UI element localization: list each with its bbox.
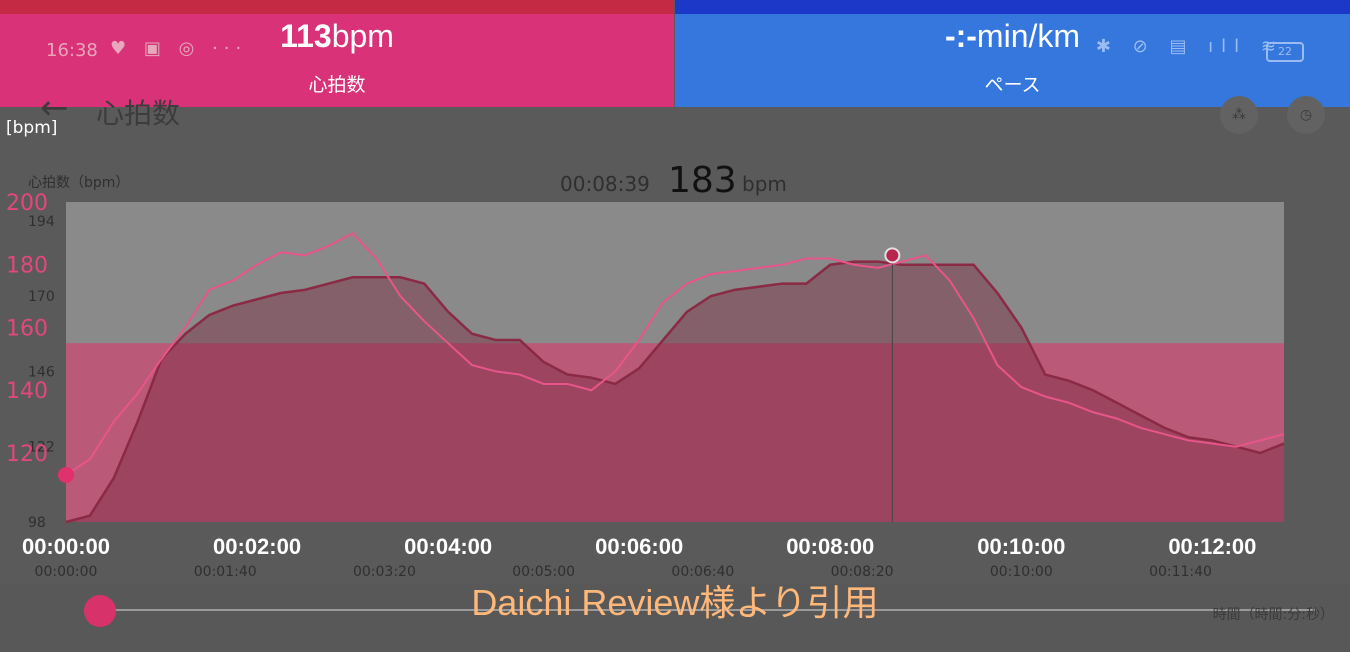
overlay-y-tick-label: 140 — [6, 379, 48, 404]
notification-icons: ♥ ▣ ◎ ··· — [110, 38, 248, 59]
y-tick-label: 146 — [28, 364, 55, 380]
page-title: 心拍数 — [96, 97, 181, 130]
x-tick-label: 00:11:40 — [1149, 564, 1212, 580]
pace-value: -:-min/km — [944, 18, 1081, 54]
x-tick-label: 00:08:20 — [831, 564, 894, 580]
share-icon[interactable]: ⁂ — [1220, 96, 1258, 134]
start-point — [58, 466, 74, 483]
overlay-y-tick-label: 200 — [6, 191, 48, 216]
status-time: 16:38 — [46, 40, 98, 61]
time-axis-label: 時間（時間:分:秒） — [1212, 607, 1334, 623]
battery-icon: 22 — [1266, 42, 1304, 62]
overlay-x-tick-label: 00:00:00 — [22, 534, 110, 559]
selected-time: 00:08:39 — [560, 172, 650, 196]
overlay-x-tick-label: 00:04:00 — [404, 534, 492, 559]
watermark-caption: Daichi Review様より引用 — [471, 582, 879, 623]
y-tick-label: 170 — [28, 289, 55, 305]
selection-point[interactable] — [884, 247, 901, 264]
overlay-x-tick-label: 00:10:00 — [977, 534, 1065, 559]
heart-rate-zone-band — [66, 343, 1284, 522]
overlay-x-tick-label: 00:08:00 — [786, 534, 874, 559]
overlay-x-tick-label: 00:02:00 — [213, 534, 301, 559]
pace-label: ペース — [984, 74, 1041, 96]
x-tick-label: 00:01:40 — [194, 564, 257, 580]
series-line-1 — [65, 232, 1285, 476]
heart-rate-chart[interactable]: 194 170 146 122 98 200 180 160 140 120 00:00:00 0… — [0, 190, 1350, 590]
speed-icon[interactable]: ◷ — [1287, 96, 1325, 134]
overlay-x-tick-label: 00:06:00 — [595, 534, 683, 559]
heart-rate-panel: 113bpm 心拍数 16:38 ♥ ▣ ◎ ··· — [0, 0, 674, 107]
timeline-track[interactable] — [86, 609, 1316, 611]
pace-panel: -:-min/km ペース ✱ ⊘ ▤ ıll ≋ 22 — [675, 0, 1350, 107]
timeline-thumb[interactable] — [84, 595, 116, 627]
series-area — [66, 261, 1284, 522]
x-tick-label: 00:03:20 — [353, 564, 416, 580]
x-tick-label: 00:05:00 — [512, 564, 575, 580]
y-tick-label: 194 — [28, 214, 55, 230]
series-line-0 — [65, 260, 1285, 524]
selected-unit: bpm — [742, 172, 787, 196]
heart-rate-label: 心拍数 — [308, 74, 366, 96]
bpm-unit-label: [bpm] — [6, 118, 58, 138]
timeline-area — [0, 584, 1350, 652]
overlay-x-tick-label: 00:12:00 — [1168, 534, 1256, 559]
y-tick-label: 98 — [28, 515, 46, 531]
overlay-y-tick-label: 160 — [6, 316, 48, 341]
heart-rate-value: 113bpm — [280, 18, 394, 54]
chart-caption: 心拍数（bpm） — [28, 175, 130, 191]
overlay-y-tick-label: 180 — [6, 254, 48, 279]
x-tick-label: 00:00:00 — [35, 564, 98, 580]
x-tick-label: 00:06:40 — [671, 564, 734, 580]
selected-value: 183 — [668, 160, 737, 201]
status-icons: ✱ ⊘ ▤ ıll ≋ — [1095, 36, 1284, 57]
back-arrow-icon[interactable]: ← — [40, 88, 69, 128]
y-tick-label: 122 — [28, 440, 55, 456]
x-tick-label: 00:10:00 — [990, 564, 1053, 580]
overlay-y-tick-label: 120 — [6, 442, 48, 467]
